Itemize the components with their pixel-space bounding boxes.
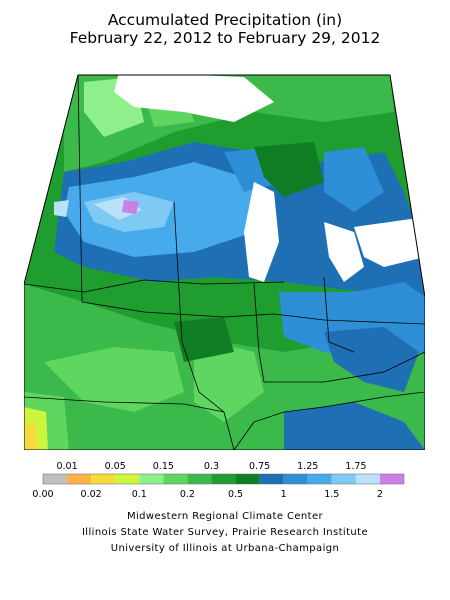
legend-swatch	[187, 474, 212, 484]
legend-labels-top: 0.01 0.05 0.15 0.3 0.75 1.25 1.75	[56, 461, 366, 472]
legend-label-bottom: 0.02	[81, 489, 102, 500]
legend-label-bottom: 0.5	[228, 489, 243, 500]
legend-label-bottom: 2	[377, 489, 383, 500]
legend-swatch	[139, 474, 164, 484]
color-legend: 0.01 0.05 0.15 0.3 0.75 1.25 1.75 0.00 0.02 0.1 0…	[32, 461, 405, 500]
legend-swatch	[283, 474, 308, 484]
legend-swatch	[379, 474, 404, 484]
legend-swatch	[235, 474, 260, 484]
legend-swatch	[259, 474, 284, 484]
legend-frame	[42, 473, 405, 485]
map-title: Accumulated Precipitation (in)	[107, 11, 343, 29]
map-date-range: February 22, 2012 to February 29, 2012	[69, 29, 381, 47]
legend-swatch	[307, 474, 332, 484]
legend-label-top: 0.05	[105, 461, 126, 472]
legend-swatch	[67, 474, 92, 484]
legend-swatch	[163, 474, 188, 484]
legend-swatch	[43, 474, 68, 484]
legend-label-top: 0.01	[56, 461, 77, 472]
legend-label-bottom: 0.00	[32, 489, 53, 500]
credit-line-1: Midwestern Regional Climate Center	[126, 511, 324, 522]
precipitation-map	[24, 74, 425, 450]
credit-line-3: University of Illinois at Urbana-Champai…	[110, 543, 340, 554]
legend-swatch	[115, 474, 140, 484]
legend-swatch	[355, 474, 380, 484]
legend-label-bottom: 1	[281, 489, 287, 500]
state-boundaries	[24, 74, 425, 450]
credit-line-2: Illinois State Water Survey, Prairie Res…	[81, 527, 369, 538]
legend-label-top: 0.75	[249, 461, 270, 472]
legend-label-top: 1.75	[345, 461, 366, 472]
legend-labels-bottom: 0.00 0.02 0.1 0.2 0.5 1 1.5 2	[32, 489, 383, 500]
legend-swatch	[91, 474, 116, 484]
legend-label-top: 0.3	[204, 461, 219, 472]
legend-label-bottom: 1.5	[324, 489, 339, 500]
legend-label-bottom: 0.1	[132, 489, 147, 500]
legend-swatch	[211, 474, 236, 484]
legend-swatches	[42, 473, 405, 485]
map-frame	[24, 74, 425, 450]
legend-label-top: 1.25	[297, 461, 318, 472]
legend-label-bottom: 0.2	[180, 489, 195, 500]
precipitation-field	[24, 75, 425, 450]
legend-label-top: 0.15	[153, 461, 174, 472]
legend-swatch	[331, 474, 356, 484]
